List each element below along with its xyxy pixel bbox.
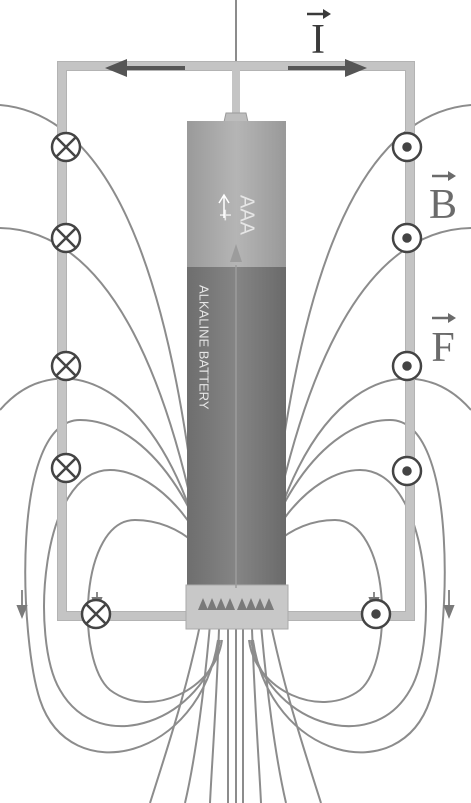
field-line [252,418,446,754]
current-into-page-symbol [50,131,82,163]
current-out-of-page-symbol [391,222,423,254]
current-label: I [311,17,325,63]
current-arrow-left [105,59,185,77]
field-line [258,599,287,803]
battery: AAA + ALKALINE BATTERY [185,112,289,630]
current-out-of-page-symbol [391,455,423,487]
current-out-of-page-symbol [391,350,423,382]
current-into-page-symbols [50,131,112,630]
field-line [250,468,427,728]
battery-type-label: ALKALINE BATTERY [197,285,212,410]
current-out-of-page-symbols [360,131,423,630]
battery-polarity-label: + [213,209,238,222]
force-label: F [431,325,454,371]
field-line [43,468,221,728]
current-vector-label: I [307,9,331,63]
battery-terminal-positive [223,112,249,123]
field-line [0,104,206,601]
battery-size-label: AAA [236,195,258,236]
field-line [259,227,471,601]
current-direction-arrows [105,59,367,77]
field-line [184,599,213,803]
field-line [24,418,219,754]
field-line [250,599,262,803]
current-out-of-page-symbol [360,598,392,630]
magnetic-field-label: B [429,182,457,228]
current-into-page-symbol [80,598,112,630]
field-line [0,227,211,601]
current-into-page-symbol [50,452,82,484]
battery-polarity-arrow [218,193,230,218]
battery-entry-arrows [198,598,274,610]
battery-cap [187,121,286,267]
field-line [209,599,221,803]
battery-axis-arrow [230,244,242,262]
magnetic-field-vector-label: B [429,171,457,228]
force-vector-label: F [431,313,456,371]
current-into-page-symbol [50,350,82,382]
current-out-of-page-symbol [391,131,423,163]
current-arrow-right [288,59,367,77]
current-into-page-symbol [50,222,82,254]
